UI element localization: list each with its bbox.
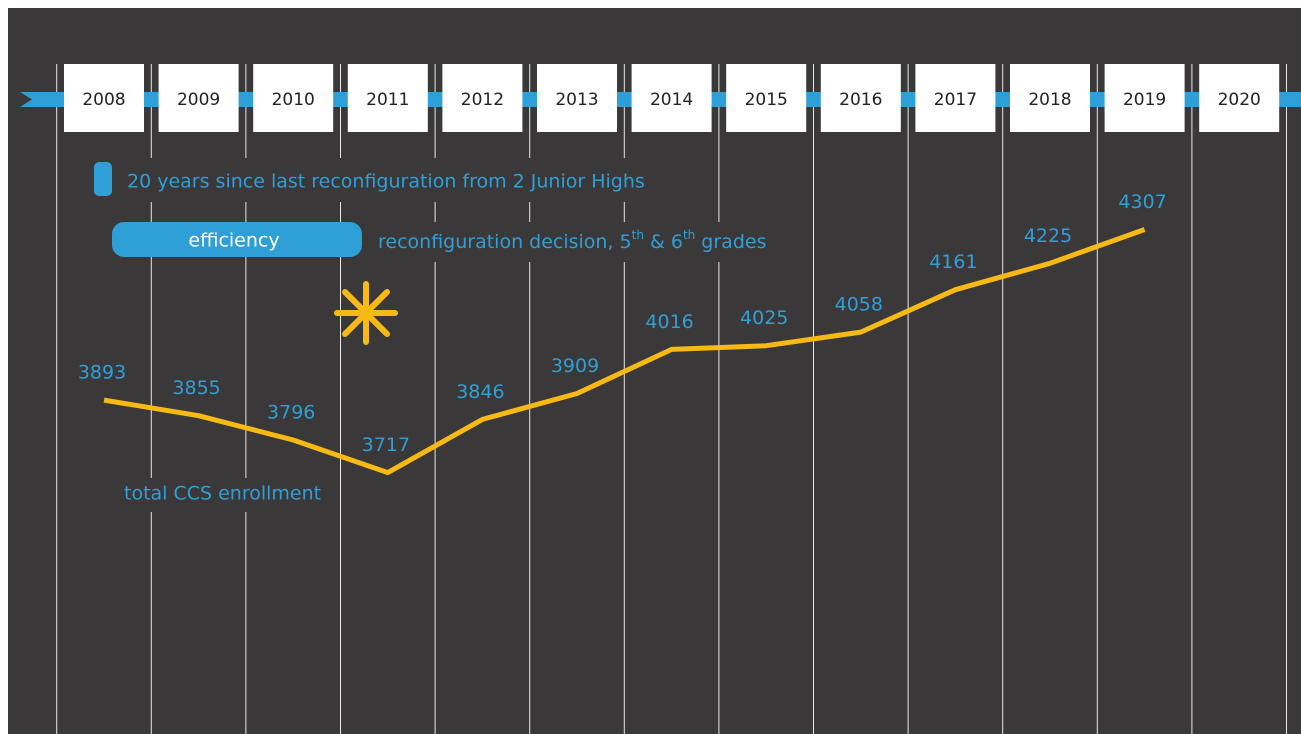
x-tick-label: 2010 (272, 90, 315, 110)
year-box (631, 64, 712, 132)
series-label: total CCS enrollment (124, 483, 321, 505)
data-label: 3846 (456, 381, 504, 403)
efficiency-pill (112, 222, 362, 257)
year-box (820, 64, 901, 132)
data-label: 3855 (172, 377, 220, 399)
x-tick-label: 2009 (177, 90, 220, 110)
annotation: 20 years since last reconfiguration from… (127, 171, 645, 193)
x-tick-label: 2020 (1218, 90, 1261, 110)
year-box (64, 64, 144, 132)
x-tick-label: 2013 (555, 90, 598, 110)
x-tick-label: 2019 (1123, 90, 1166, 110)
x-tick-label: 2018 (1028, 90, 1071, 110)
year-box (158, 64, 239, 132)
x-tick-label: 2016 (839, 90, 882, 110)
data-label: 3909 (551, 355, 599, 377)
x-tick-label: 2012 (461, 90, 504, 110)
year-box (253, 64, 334, 132)
x-tick-label: 2011 (366, 90, 409, 110)
data-label: 4025 (740, 307, 788, 329)
data-label: 4016 (645, 311, 693, 333)
annotation: efficiency (188, 230, 279, 252)
year-box (1010, 64, 1090, 132)
year-box (347, 64, 428, 132)
text-backdrop (365, 222, 785, 262)
data-label: 4161 (929, 251, 977, 273)
year-box (915, 64, 996, 132)
text-backdrop (118, 478, 338, 512)
x-tick-label: 2017 (934, 90, 977, 110)
enrollment-line (103, 227, 1146, 476)
data-label: 4307 (1118, 191, 1166, 213)
year-box (442, 64, 523, 132)
year-box (537, 64, 617, 132)
data-label: 4225 (1024, 225, 1072, 247)
text-backdrop (90, 158, 670, 202)
annotation-marker (94, 162, 112, 196)
data-label: 3717 (362, 434, 410, 456)
data-label: 3796 (267, 402, 315, 424)
year-box (726, 64, 807, 132)
year-box (1104, 64, 1185, 132)
x-tick-label: 2014 (650, 90, 693, 110)
annotation: reconfiguration decision, 5th & 6th grad… (378, 228, 766, 253)
data-label: 4058 (835, 294, 883, 316)
year-box (1199, 64, 1280, 132)
data-label: 3893 (78, 362, 126, 384)
x-tick-label: 2015 (745, 90, 788, 110)
x-tick-label: 2008 (82, 90, 125, 110)
asterisk (334, 281, 398, 345)
